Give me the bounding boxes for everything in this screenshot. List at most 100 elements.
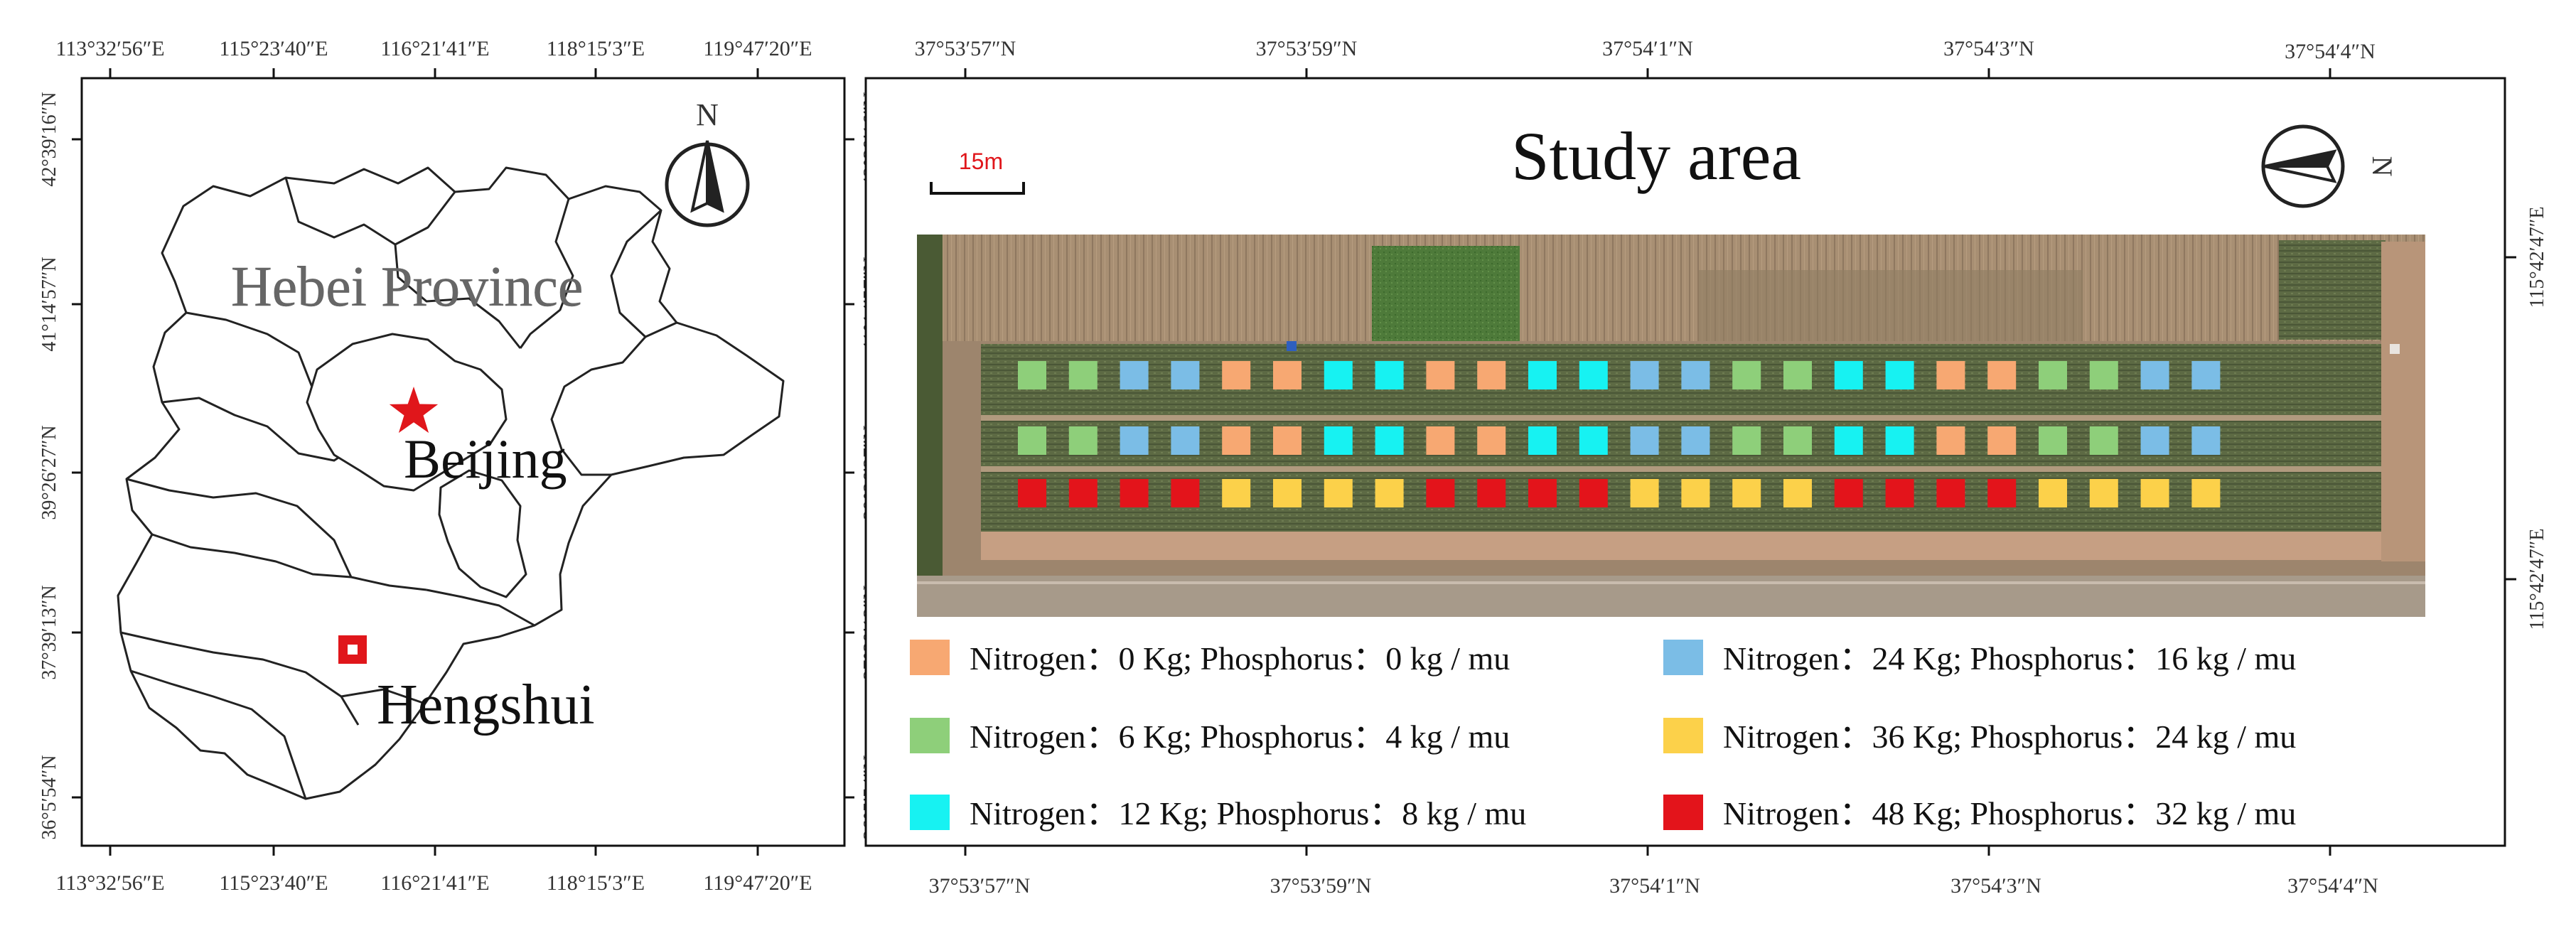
left-side-tick-label: 42°39′16″N [38,92,60,186]
plot-square [1426,361,1455,389]
plot-square [2140,426,2169,455]
plot-square [1783,361,1812,389]
left-map-tick-marks [72,68,854,856]
left-side-tick-label: 36°5′54″N [38,755,60,839]
plot-square [1783,479,1812,507]
legend-swatch [910,718,950,753]
county-boundary [394,244,522,349]
right-top-tick-label: 37°54′3″N [1943,37,2034,60]
hengshui-label: Hengshui [377,674,595,736]
left-map-panel: 113°32′56″E 115°23′40″E 116°21′41″E 118°… [38,37,882,895]
plot-square [1681,426,1710,455]
plot-square [2089,479,2118,507]
treatment-legend: Nitrogen：0 Kg; Phosphorus：0 kg / mu Nitro… [910,640,2296,832]
plot-square [1068,361,1098,389]
legend-label: Nitrogen：36 Kg; Phosphorus：24 kg / mu [1723,719,2296,755]
plot-square [1681,361,1710,389]
right-bottom-tick-label: 37°54′1″N [1609,874,1700,898]
plot-square [1579,361,1608,389]
plot-square [1324,426,1353,455]
plot-square [2089,361,2118,389]
county-boundary [610,209,677,338]
plot-square [1171,426,1200,455]
left-bottom-tick-label: 116°21′41″E [380,871,489,895]
plot-square [1630,479,1659,507]
beijing-label: Beijing [404,428,567,490]
plot-square [2039,426,2067,455]
plot-square [1171,479,1200,507]
plot-square [1630,361,1659,389]
plot-square [1018,361,1046,389]
legend-label: Nitrogen：12 Kg; Phosphorus：8 kg / mu [970,795,1526,832]
plot-square [1834,426,1863,455]
legend-swatch [1663,640,1703,675]
plot-square [1477,361,1506,389]
plot-square [1120,479,1149,507]
right-map-panel: 37°53′57″N 37°53′59″N 37°54′1″N 37°54′3″… [864,37,2548,898]
county-boundary [284,177,456,246]
plot-square [1018,479,1046,507]
plot-square [2039,361,2067,389]
plot-square [1528,361,1557,389]
plot-square [1885,479,1914,507]
tianjin-region [438,469,527,598]
province-label: Hebei Province [231,256,583,318]
plot-square [2191,361,2221,389]
plot-square [2140,479,2169,507]
scale-label: 15m [959,149,1003,174]
plot-square [2140,361,2169,389]
legend-swatch [910,640,950,675]
plot-square [1936,361,1965,389]
right-top-tick-label: 37°53′59″N [1256,37,1358,60]
right-north-arrow-icon: N [2261,124,2398,208]
plot-square [1477,426,1506,455]
plot-square [1630,426,1659,455]
plot-square [1273,479,1302,507]
right-top-tick-label: 37°54′4″N [2285,40,2376,63]
plot-square [1273,361,1302,389]
plot-square [1936,426,1965,455]
plot-square [1324,361,1353,389]
legend-swatch [1663,795,1703,830]
plot-square [1018,426,1046,455]
plot-square [1987,479,2017,507]
plot-square [1120,426,1149,455]
left-bottom-tick-label: 119°47′20″E [703,871,812,895]
county-boundary [550,336,647,476]
plot-square [1783,426,1812,455]
plot-square [1681,479,1710,507]
right-bottom-tick-label: 37°54′3″N [1950,874,2041,898]
plot-square [1222,361,1251,389]
left-top-tick-label: 116°21′41″E [380,37,489,60]
legend-label: Nitrogen：6 Kg; Phosphorus：4 kg / mu [970,719,1510,755]
left-side-tick-label: 37°39′13″N [38,585,60,679]
plot-square [1834,479,1863,507]
plot-square [1068,479,1098,507]
right-top-tick-label: 37°54′1″N [1602,37,1693,60]
right-top-tick-label: 37°53′57″N [915,37,1016,60]
right-bottom-tick-label: 37°54′4″N [2287,874,2378,898]
plot-square [1068,426,1098,455]
right-map-tick-marks [964,68,2516,856]
plot-square [1885,426,1914,455]
plot-square [2039,479,2067,507]
plot-square [1528,479,1557,507]
plot-square [1375,479,1404,507]
right-north-label: N [2366,156,2398,177]
left-bottom-tick-label: 113°32′56″E [55,871,164,895]
plot-square [1222,426,1251,455]
county-boundary [340,688,426,705]
left-bottom-tick-label: 115°23′40″E [219,871,328,895]
plot-square [2089,426,2118,455]
plot-square [1477,479,1506,507]
left-top-tick-label: 119°47′20″E [703,37,812,60]
hengshui-marker-inner [348,645,358,655]
legend-label: Nitrogen：0 Kg; Phosphorus：0 kg / mu [970,640,1510,677]
plot-square [1579,426,1608,455]
plot-square [1375,426,1404,455]
plot-square [1936,479,1965,507]
plot-square [1987,426,2017,455]
county-boundary [151,533,427,591]
plot-square [1528,426,1557,455]
